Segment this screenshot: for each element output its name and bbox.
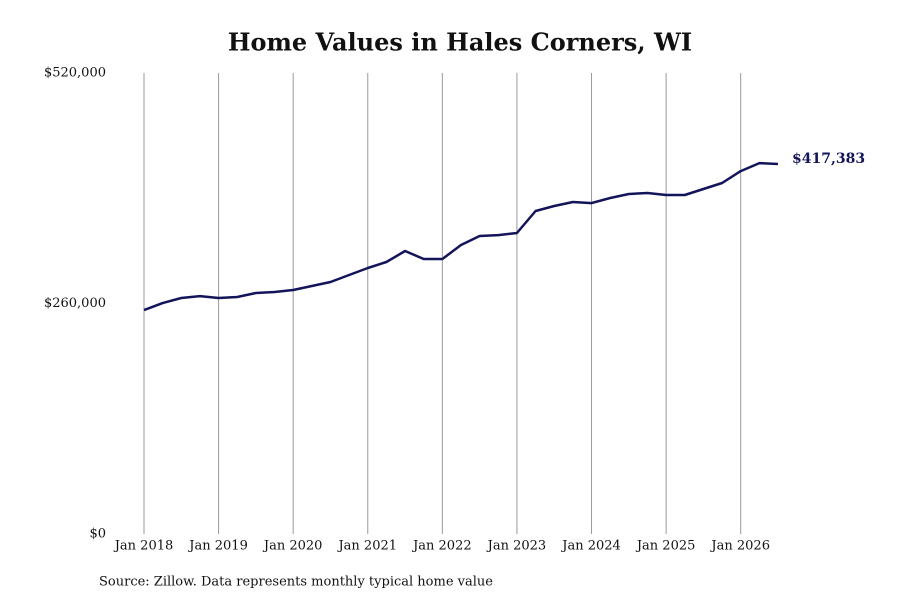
y-tick-label: $0	[89, 527, 106, 542]
x-tick-label: Jan 2022	[411, 539, 472, 554]
data-line	[143, 161, 779, 312]
x-tick-label: Jan 2026	[709, 539, 770, 554]
x-tick-label: Jan 2020	[262, 539, 323, 554]
end-value-label: $417,383	[792, 151, 865, 167]
x-tick-label: Jan 2024	[560, 539, 621, 554]
y-tick-label: $520,000	[44, 66, 106, 81]
x-tick-label: Jan 2025	[635, 539, 696, 554]
source-note: Source: Zillow. Data represents monthly …	[99, 575, 493, 590]
chart-title: Home Values in Hales Corners, WI	[228, 28, 692, 57]
x-tick-label: Jan 2019	[187, 539, 248, 554]
x-tick-label: Jan 2018	[113, 539, 174, 554]
x-tick-label: Jan 2023	[486, 539, 547, 554]
y-tick-label: $260,000	[44, 296, 106, 311]
x-tick-label: Jan 2021	[336, 539, 397, 554]
